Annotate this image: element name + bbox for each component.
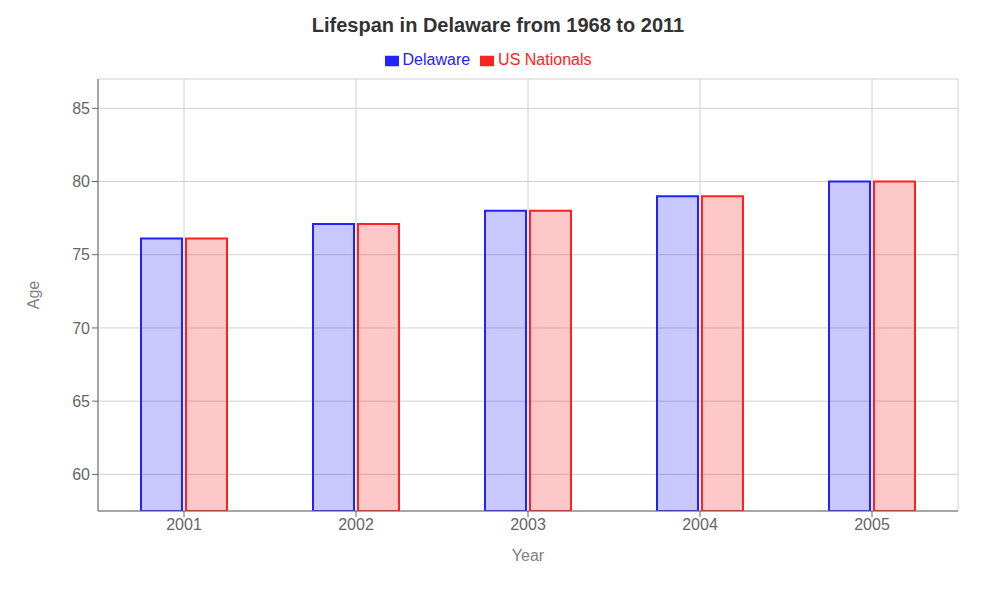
svg-text:80: 80	[72, 173, 90, 190]
svg-text:Year: Year	[512, 547, 545, 564]
html-text:Lifespan in Delaware from 1968: Lifespan in Delaware from 1968 to 2011	[311, 14, 685, 36]
svg-text:2004: 2004	[682, 516, 718, 533]
svg-text:Age: Age	[25, 281, 42, 310]
svg-text:60: 60	[72, 466, 90, 483]
svg-text:75: 75	[72, 246, 90, 263]
html-text:US Nationals: US Nationals	[498, 51, 592, 68]
svg-text:65: 65	[72, 393, 90, 410]
svg-text:85: 85	[72, 100, 90, 117]
svg-text:2003: 2003	[510, 516, 546, 533]
svg-text:2002: 2002	[338, 516, 374, 533]
svg-text:70: 70	[72, 320, 90, 337]
svg-text:2001: 2001	[166, 516, 202, 533]
html-text:Delaware: Delaware	[402, 51, 471, 68]
svg-text:2005: 2005	[854, 516, 890, 533]
